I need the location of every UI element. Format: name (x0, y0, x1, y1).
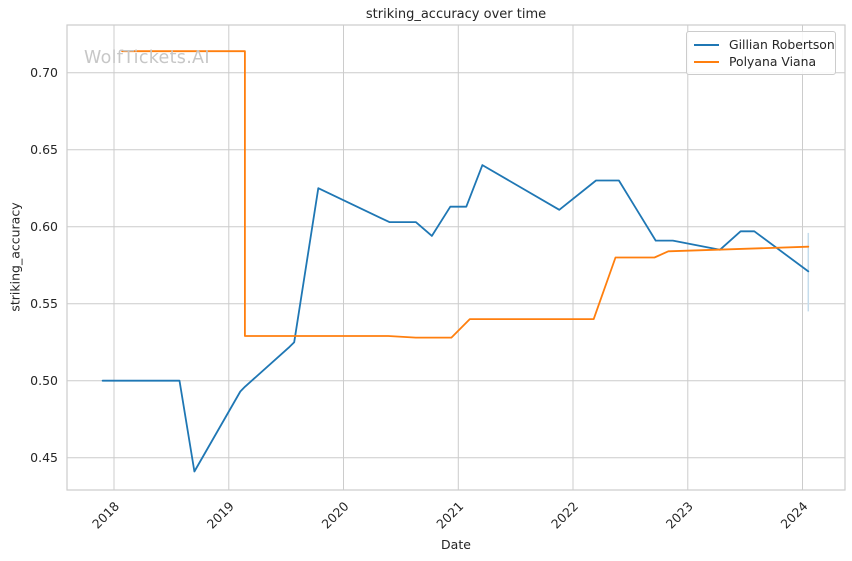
watermark-text: WolfTickets.AI (84, 48, 210, 68)
plot-border (66, 24, 846, 491)
x-tick-label: 2018 (89, 498, 122, 531)
y-tick-label: 0.60 (30, 219, 58, 234)
x-axis-label: Date (441, 537, 471, 552)
x-tick-label: 2024 (778, 498, 811, 531)
x-tick-label: 2021 (433, 499, 466, 532)
x-tick-label: 2023 (663, 499, 696, 532)
legend-item: Polyana Viana (694, 53, 827, 70)
y-tick-label: 0.55 (30, 296, 58, 311)
series-line (101, 164, 810, 473)
y-tick-label: 0.65 (30, 142, 58, 157)
y-tick-label: 0.45 (30, 450, 58, 465)
x-tick-label: 2022 (548, 499, 581, 532)
legend-label: Polyana Viana (729, 54, 817, 69)
x-tick-label: 2019 (204, 498, 237, 531)
legend-line-swatch (694, 60, 719, 63)
y-axis-label: striking_accuracy (7, 202, 23, 312)
y-tick-label: 0.70 (30, 65, 58, 80)
x-tick-label: 2020 (319, 498, 352, 531)
legend-line-swatch (694, 43, 719, 46)
legend-item: Gillian Robertson (694, 36, 835, 53)
chart-title: striking_accuracy over time (365, 7, 547, 22)
legend-label: Gillian Robertson (729, 37, 835, 52)
legend: Gillian Robertson Polyana Viana (686, 31, 836, 75)
y-tick-label: 0.50 (30, 373, 58, 388)
series-line (121, 50, 810, 339)
